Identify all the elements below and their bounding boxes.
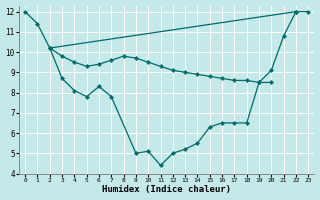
X-axis label: Humidex (Indice chaleur): Humidex (Indice chaleur) — [102, 185, 231, 194]
